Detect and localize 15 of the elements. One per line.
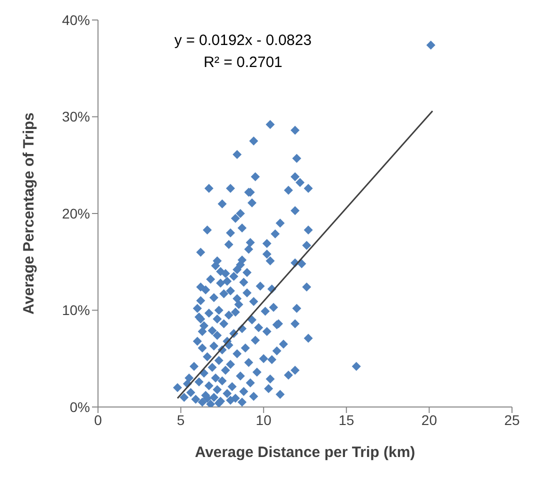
y-tick-label: 10%: [62, 302, 90, 318]
y-tick-label: 30%: [62, 108, 90, 125]
x-tick-label: 15: [338, 412, 354, 428]
annotation: y = 0.0192x - 0.0823: [173, 31, 313, 51]
y-tick-label: 40%: [62, 12, 90, 28]
x-axis-title: Average Distance per Trip (km): [194, 444, 416, 461]
y-axis-title: Average Percentage of Trips: [20, 112, 38, 315]
x-tick-label: 20: [421, 412, 438, 428]
x-tick-label: 5: [176, 412, 185, 428]
x-tick-label: 25: [504, 412, 520, 428]
y-tick-label: 0%: [70, 398, 90, 415]
y-tick-label: 20%: [62, 205, 90, 222]
x-tick-label: 0: [94, 412, 102, 428]
x-tick-label: 10: [256, 412, 272, 428]
annotation: R² = 0.2701: [202, 53, 284, 73]
